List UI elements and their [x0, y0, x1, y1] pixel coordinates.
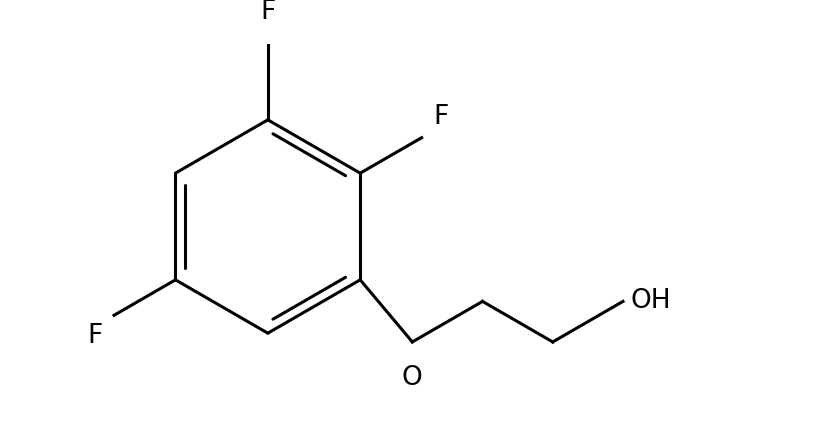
Text: O: O: [402, 365, 423, 391]
Text: F: F: [433, 104, 449, 130]
Text: F: F: [88, 323, 103, 349]
Text: F: F: [260, 0, 275, 25]
Text: OH: OH: [631, 288, 671, 314]
